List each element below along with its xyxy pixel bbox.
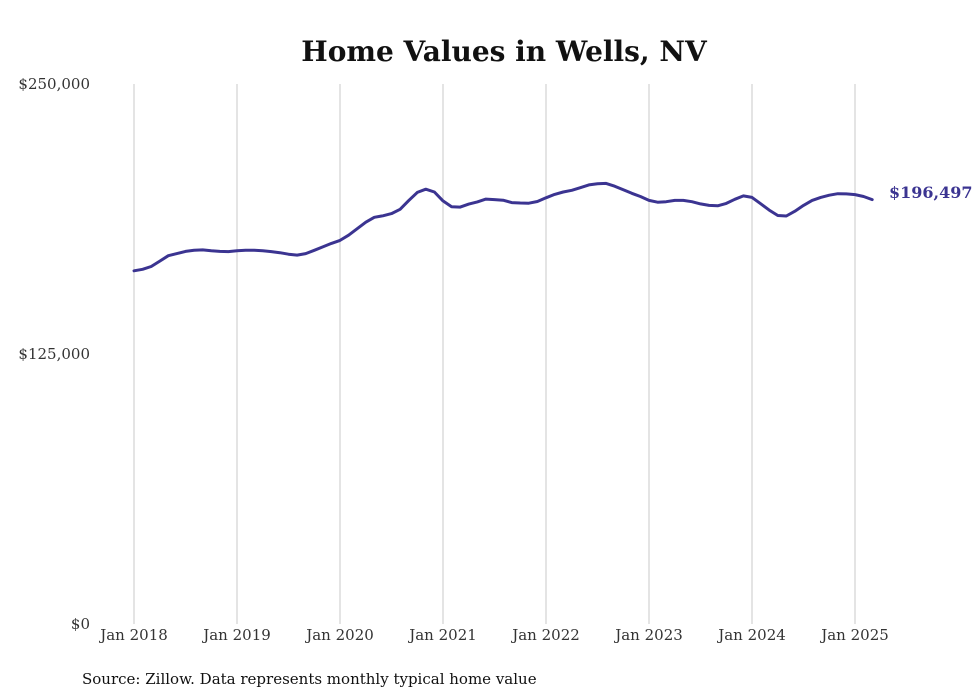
x-tick-label: Jan 2023 <box>613 626 683 644</box>
x-tick-label: Jan 2019 <box>201 626 271 644</box>
end-value-label: $196,497 <box>889 183 973 202</box>
x-tick-label: Jan 2024 <box>716 626 786 644</box>
gridlines <box>133 84 856 624</box>
x-axis-ticks: Jan 2018 Jan 2019 Jan 2020 Jan 2021 Jan 2022… <box>98 626 889 644</box>
y-tick-label: $125,000 <box>18 345 90 363</box>
y-tick-label: $0 <box>71 615 90 633</box>
x-tick-label: Jan 2022 <box>510 626 580 644</box>
x-tick-label: Jan 2021 <box>407 626 477 644</box>
x-tick-label: Jan 2020 <box>304 626 374 644</box>
x-tick-label: Jan 2018 <box>98 626 168 644</box>
y-axis-ticks: $0 $125,000 $250,000 <box>18 75 90 633</box>
source-note: Source: Zillow. Data represents monthly … <box>82 670 537 688</box>
y-tick-label: $250,000 <box>18 75 90 93</box>
home-value-line <box>132 181 874 273</box>
x-tick-label: Jan 2025 <box>819 626 889 644</box>
chart-title: Home Values in Wells, NV <box>301 35 708 68</box>
